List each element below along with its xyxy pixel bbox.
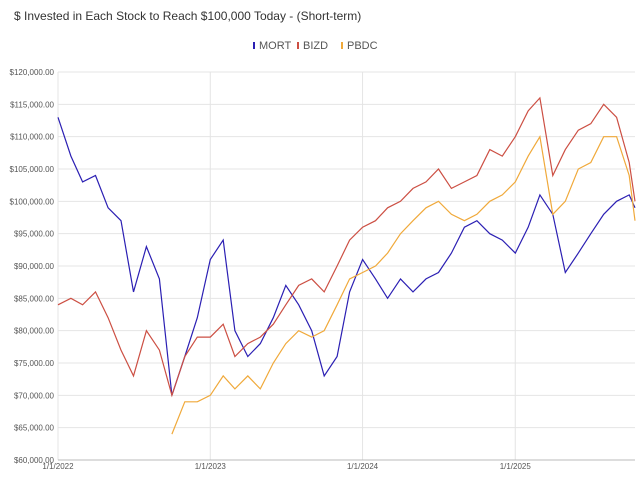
y-tick-label: $85,000.00 xyxy=(14,294,55,303)
x-tick-label: 1/1/2023 xyxy=(195,462,227,471)
data-line xyxy=(171,134,636,435)
y-tick-label: $105,000.00 xyxy=(10,165,55,174)
legend-label: BIZD xyxy=(303,40,328,52)
y-tick-label: $60,000.00 xyxy=(14,456,55,465)
y-tick-label: $65,000.00 xyxy=(14,424,55,433)
y-tick-label: $120,000.00 xyxy=(10,68,55,77)
y-tick-label: $70,000.00 xyxy=(14,391,55,400)
legend-label: PBDC xyxy=(347,40,378,52)
chart-title: $ Invested in Each Stock to Reach $100,0… xyxy=(14,9,361,23)
y-tick-label: $75,000.00 xyxy=(14,359,55,368)
legend-label: MORT xyxy=(259,40,291,52)
x-tick-label: 1/1/2024 xyxy=(347,462,379,471)
y-tick-label: $100,000.00 xyxy=(10,197,55,206)
y-tick-label: $110,000.00 xyxy=(10,133,54,142)
data-line xyxy=(57,117,636,396)
y-tick-label: $80,000.00 xyxy=(14,327,55,336)
x-tick-label: 1/1/2025 xyxy=(500,462,532,471)
y-tick-label: $115,000.00 xyxy=(10,100,54,109)
y-tick-label: $90,000.00 xyxy=(14,262,55,271)
x-tick-label: 1/1/2022 xyxy=(42,462,74,471)
data-line xyxy=(57,96,636,398)
y-tick-label: $95,000.00 xyxy=(14,230,55,239)
